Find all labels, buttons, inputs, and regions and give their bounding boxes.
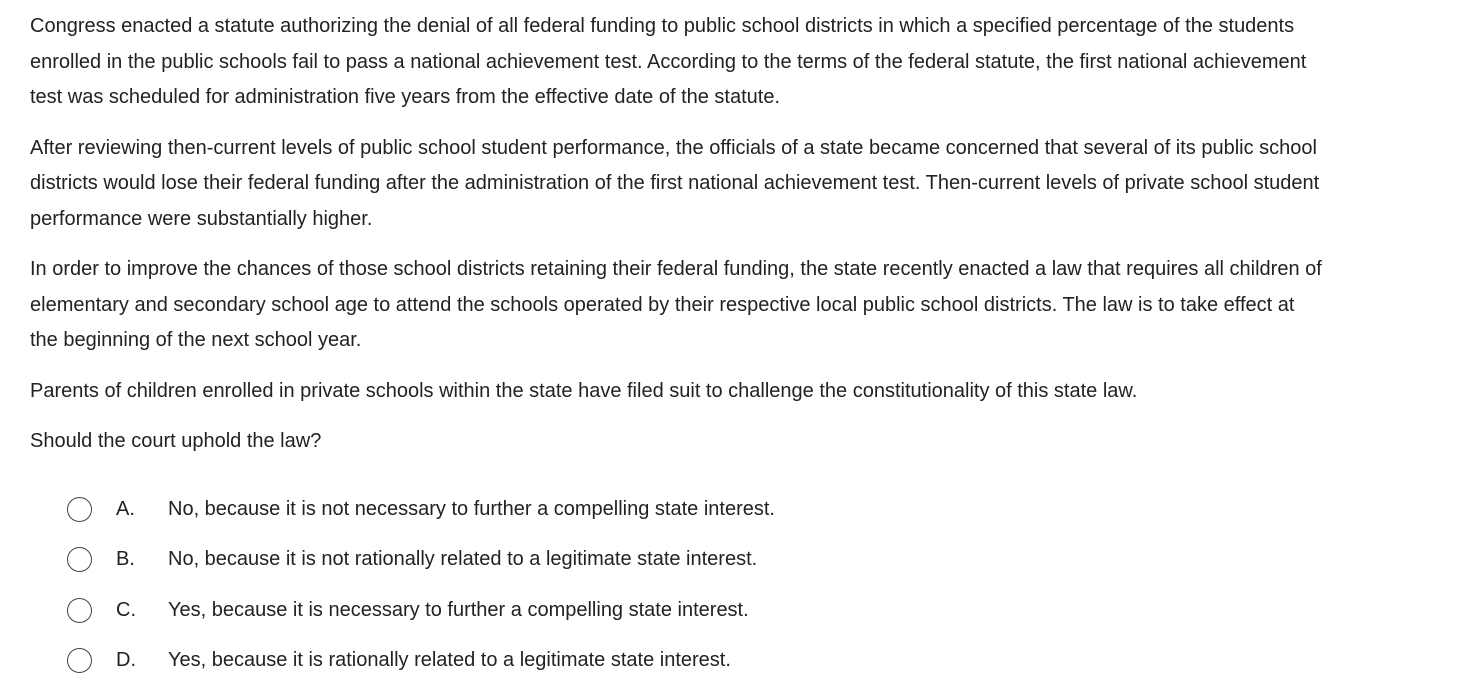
choice-d[interactable]: D. Yes, because it is rationally related… [67, 636, 1367, 687]
stem-line: elementary and secondary school age to a… [30, 293, 1295, 316]
choice-text[interactable]: No, because it is not rationally related… [168, 548, 758, 571]
stem-line: performance were substantially higher. [30, 207, 373, 230]
choice-letter: D. [116, 649, 136, 672]
stem-paragraph-4: Parents of children enrolled in private … [30, 374, 1450, 410]
stem-line: Congress enacted a statute authorizing t… [30, 15, 1295, 37]
radio-button-a[interactable] [67, 496, 92, 522]
stem-line: In order to improve the chances of those… [30, 258, 1322, 280]
stem-line: test was scheduled for administration fi… [30, 86, 781, 108]
choice-letter: B. [116, 548, 135, 571]
stem-line: After reviewing then-current levels of p… [30, 136, 1317, 159]
stem-paragraph-3: In order to improve the chances of those… [30, 252, 1450, 359]
stem-line: Parents of children enrolled in private … [30, 379, 1138, 402]
choice-a[interactable]: A. No, because it is not necessary to fu… [67, 484, 1367, 535]
question-prompt: Should the court uphold the law? [30, 424, 1450, 460]
stem-paragraph-2: After reviewing then-current levels of p… [30, 131, 1450, 238]
stem-line: the beginning of the next school year. [30, 329, 362, 351]
choice-b[interactable]: B. No, because it is not rationally rela… [67, 535, 1367, 586]
radio-button-d[interactable] [67, 648, 92, 674]
choice-letter: C. [116, 598, 136, 621]
stem-paragraph-1: Congress enacted a statute authorizing t… [30, 9, 1450, 116]
radio-button-c[interactable] [67, 597, 92, 623]
stem-line: enrolled in the public schools fail to p… [30, 50, 1307, 73]
stem-line: districts would lose their federal fundi… [30, 172, 1320, 194]
choice-text[interactable]: No, because it is not necessary to furth… [168, 497, 775, 520]
radio-button-b[interactable] [67, 547, 92, 573]
answer-choices: A. No, because it is not necessary to fu… [67, 484, 1367, 686]
choice-text[interactable]: Yes, because it is necessary to further … [168, 598, 749, 621]
choice-text[interactable]: Yes, because it is rationally related to… [168, 649, 731, 672]
question-stem: Congress enacted a statute authorizing t… [30, 9, 1450, 475]
question-prompt-text: Should the court uphold the law? [30, 430, 322, 452]
choice-c[interactable]: C. Yes, because it is necessary to furth… [67, 585, 1367, 636]
choice-letter: A. [116, 497, 135, 520]
